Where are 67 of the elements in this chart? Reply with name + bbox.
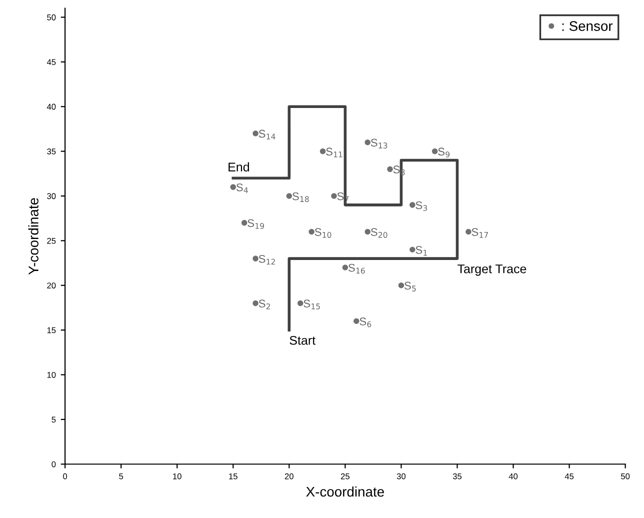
annotation: S$_{10}$: [314, 228, 332, 238]
point: [387, 166, 393, 172]
point: [354, 318, 360, 324]
point: [410, 202, 416, 208]
annotation: S$_{11}$: [326, 148, 342, 158]
y-tick-label: 30: [47, 193, 56, 200]
point: [252, 300, 258, 306]
point: [241, 220, 248, 226]
x-tick-label: 0: [63, 473, 68, 480]
annotation: Start: [290, 336, 316, 345]
y-tick-label: 45: [46, 59, 56, 66]
point: [297, 300, 304, 306]
point: [230, 184, 236, 190]
point: [398, 282, 404, 288]
y-tick-label: 15: [47, 327, 56, 334]
point: [466, 228, 472, 235]
annotation: S$_{18}$: [292, 192, 309, 202]
annotation: S$_{4}$: [236, 183, 248, 194]
x-tick-label: 25: [340, 473, 350, 480]
annotation: S$_{20}$: [370, 228, 388, 238]
legend-label: : Sensor: [562, 21, 613, 31]
x-axis-title: X-coordinate: [306, 486, 384, 497]
annotation: End: [228, 162, 250, 172]
x-tick-label: 50: [621, 473, 630, 480]
annotation: S$_{5}$: [404, 282, 416, 292]
annotation: S$_{7}$: [337, 192, 349, 202]
y-tick-label: 35: [47, 148, 56, 154]
annotation: S$_{17}$: [472, 228, 488, 238]
x-tick-label: 35: [452, 473, 462, 480]
point: [342, 264, 348, 270]
x-tick-label: 20: [284, 473, 294, 480]
point: [252, 256, 258, 262]
y-tick-label: 25: [47, 238, 56, 244]
annotation: S$_{3}$: [416, 201, 428, 212]
y-tick-label: 5: [52, 416, 56, 423]
point: [286, 193, 292, 199]
x-tick-label: 30: [396, 473, 406, 480]
point: [320, 148, 326, 154]
y-tick-label: 10: [47, 372, 56, 378]
point: [432, 148, 438, 154]
point: [364, 139, 370, 146]
x-tick-label: 45: [564, 473, 574, 480]
annotation: S$_{19}$: [248, 219, 264, 229]
annotation: S$_{14}$: [258, 130, 276, 140]
point: [410, 246, 416, 253]
annotation: S$_{2}$: [258, 300, 270, 310]
x-tick-label: 5: [119, 473, 124, 480]
point: [308, 228, 314, 235]
annotation: S$_{12}$: [258, 254, 275, 265]
y-tick-label: 20: [47, 282, 56, 288]
annotation: Target Trace: [458, 264, 526, 276]
y-axis-title: Y-coordinate: [28, 198, 38, 275]
point: [364, 228, 370, 235]
annotation: S$_{13}$: [370, 138, 388, 148]
annotation: S$_{1}$: [416, 246, 427, 256]
x-tick-label: 10: [173, 473, 182, 480]
annotation: S$_{9}$: [438, 148, 450, 158]
annotation: S$_{15}$: [304, 300, 320, 310]
annotation: S$_{16}$: [348, 264, 365, 274]
point: [331, 193, 337, 199]
x-tick-label: 40: [508, 473, 518, 480]
y-tick-label: 40: [46, 104, 56, 110]
y-tick-label: 50: [47, 14, 56, 20]
x-tick-label: 15: [229, 473, 238, 480]
annotation: S$_{6}$: [360, 318, 372, 328]
y-tick-label: 0: [52, 461, 56, 468]
point: [252, 130, 258, 136]
